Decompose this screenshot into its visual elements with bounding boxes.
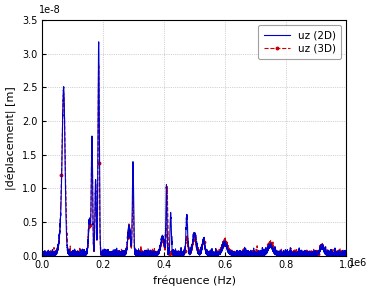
uz (2D) bbox=[282, 253, 286, 256]
uz (2D) bbox=[344, 253, 348, 257]
Y-axis label: |déplacement| [m]: |déplacement| [m] bbox=[6, 86, 16, 190]
uz (3D) bbox=[97, 63, 101, 66]
Line: uz (2D): uz (2D) bbox=[43, 42, 346, 256]
uz (3D) bbox=[282, 253, 286, 256]
uz (3D) bbox=[104, 254, 108, 257]
uz (3D) bbox=[150, 251, 155, 255]
uz (3D) bbox=[220, 243, 225, 246]
uz (2D) bbox=[56, 248, 60, 252]
uz (2D) bbox=[40, 253, 45, 256]
uz (3D) bbox=[266, 246, 270, 249]
Text: 1e6: 1e6 bbox=[350, 258, 368, 268]
uz (3D) bbox=[233, 253, 238, 256]
uz (2D) bbox=[97, 40, 101, 44]
uz (2D) bbox=[76, 254, 81, 257]
uz (2D) bbox=[233, 253, 238, 256]
uz (3D) bbox=[56, 248, 60, 252]
Legend: uz (2D), uz (3D): uz (2D), uz (3D) bbox=[258, 25, 341, 59]
Line: uz (3D): uz (3D) bbox=[41, 63, 348, 257]
Text: 1e-8: 1e-8 bbox=[40, 5, 61, 15]
uz (2D) bbox=[266, 249, 270, 253]
uz (3D) bbox=[344, 254, 348, 257]
uz (2D) bbox=[150, 252, 155, 256]
X-axis label: fréquence (Hz): fréquence (Hz) bbox=[153, 276, 236, 286]
uz (2D) bbox=[220, 248, 225, 251]
uz (3D) bbox=[40, 254, 45, 257]
